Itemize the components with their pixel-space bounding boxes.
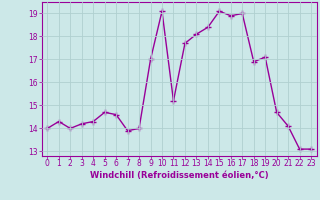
X-axis label: Windchill (Refroidissement éolien,°C): Windchill (Refroidissement éolien,°C) [90,171,268,180]
